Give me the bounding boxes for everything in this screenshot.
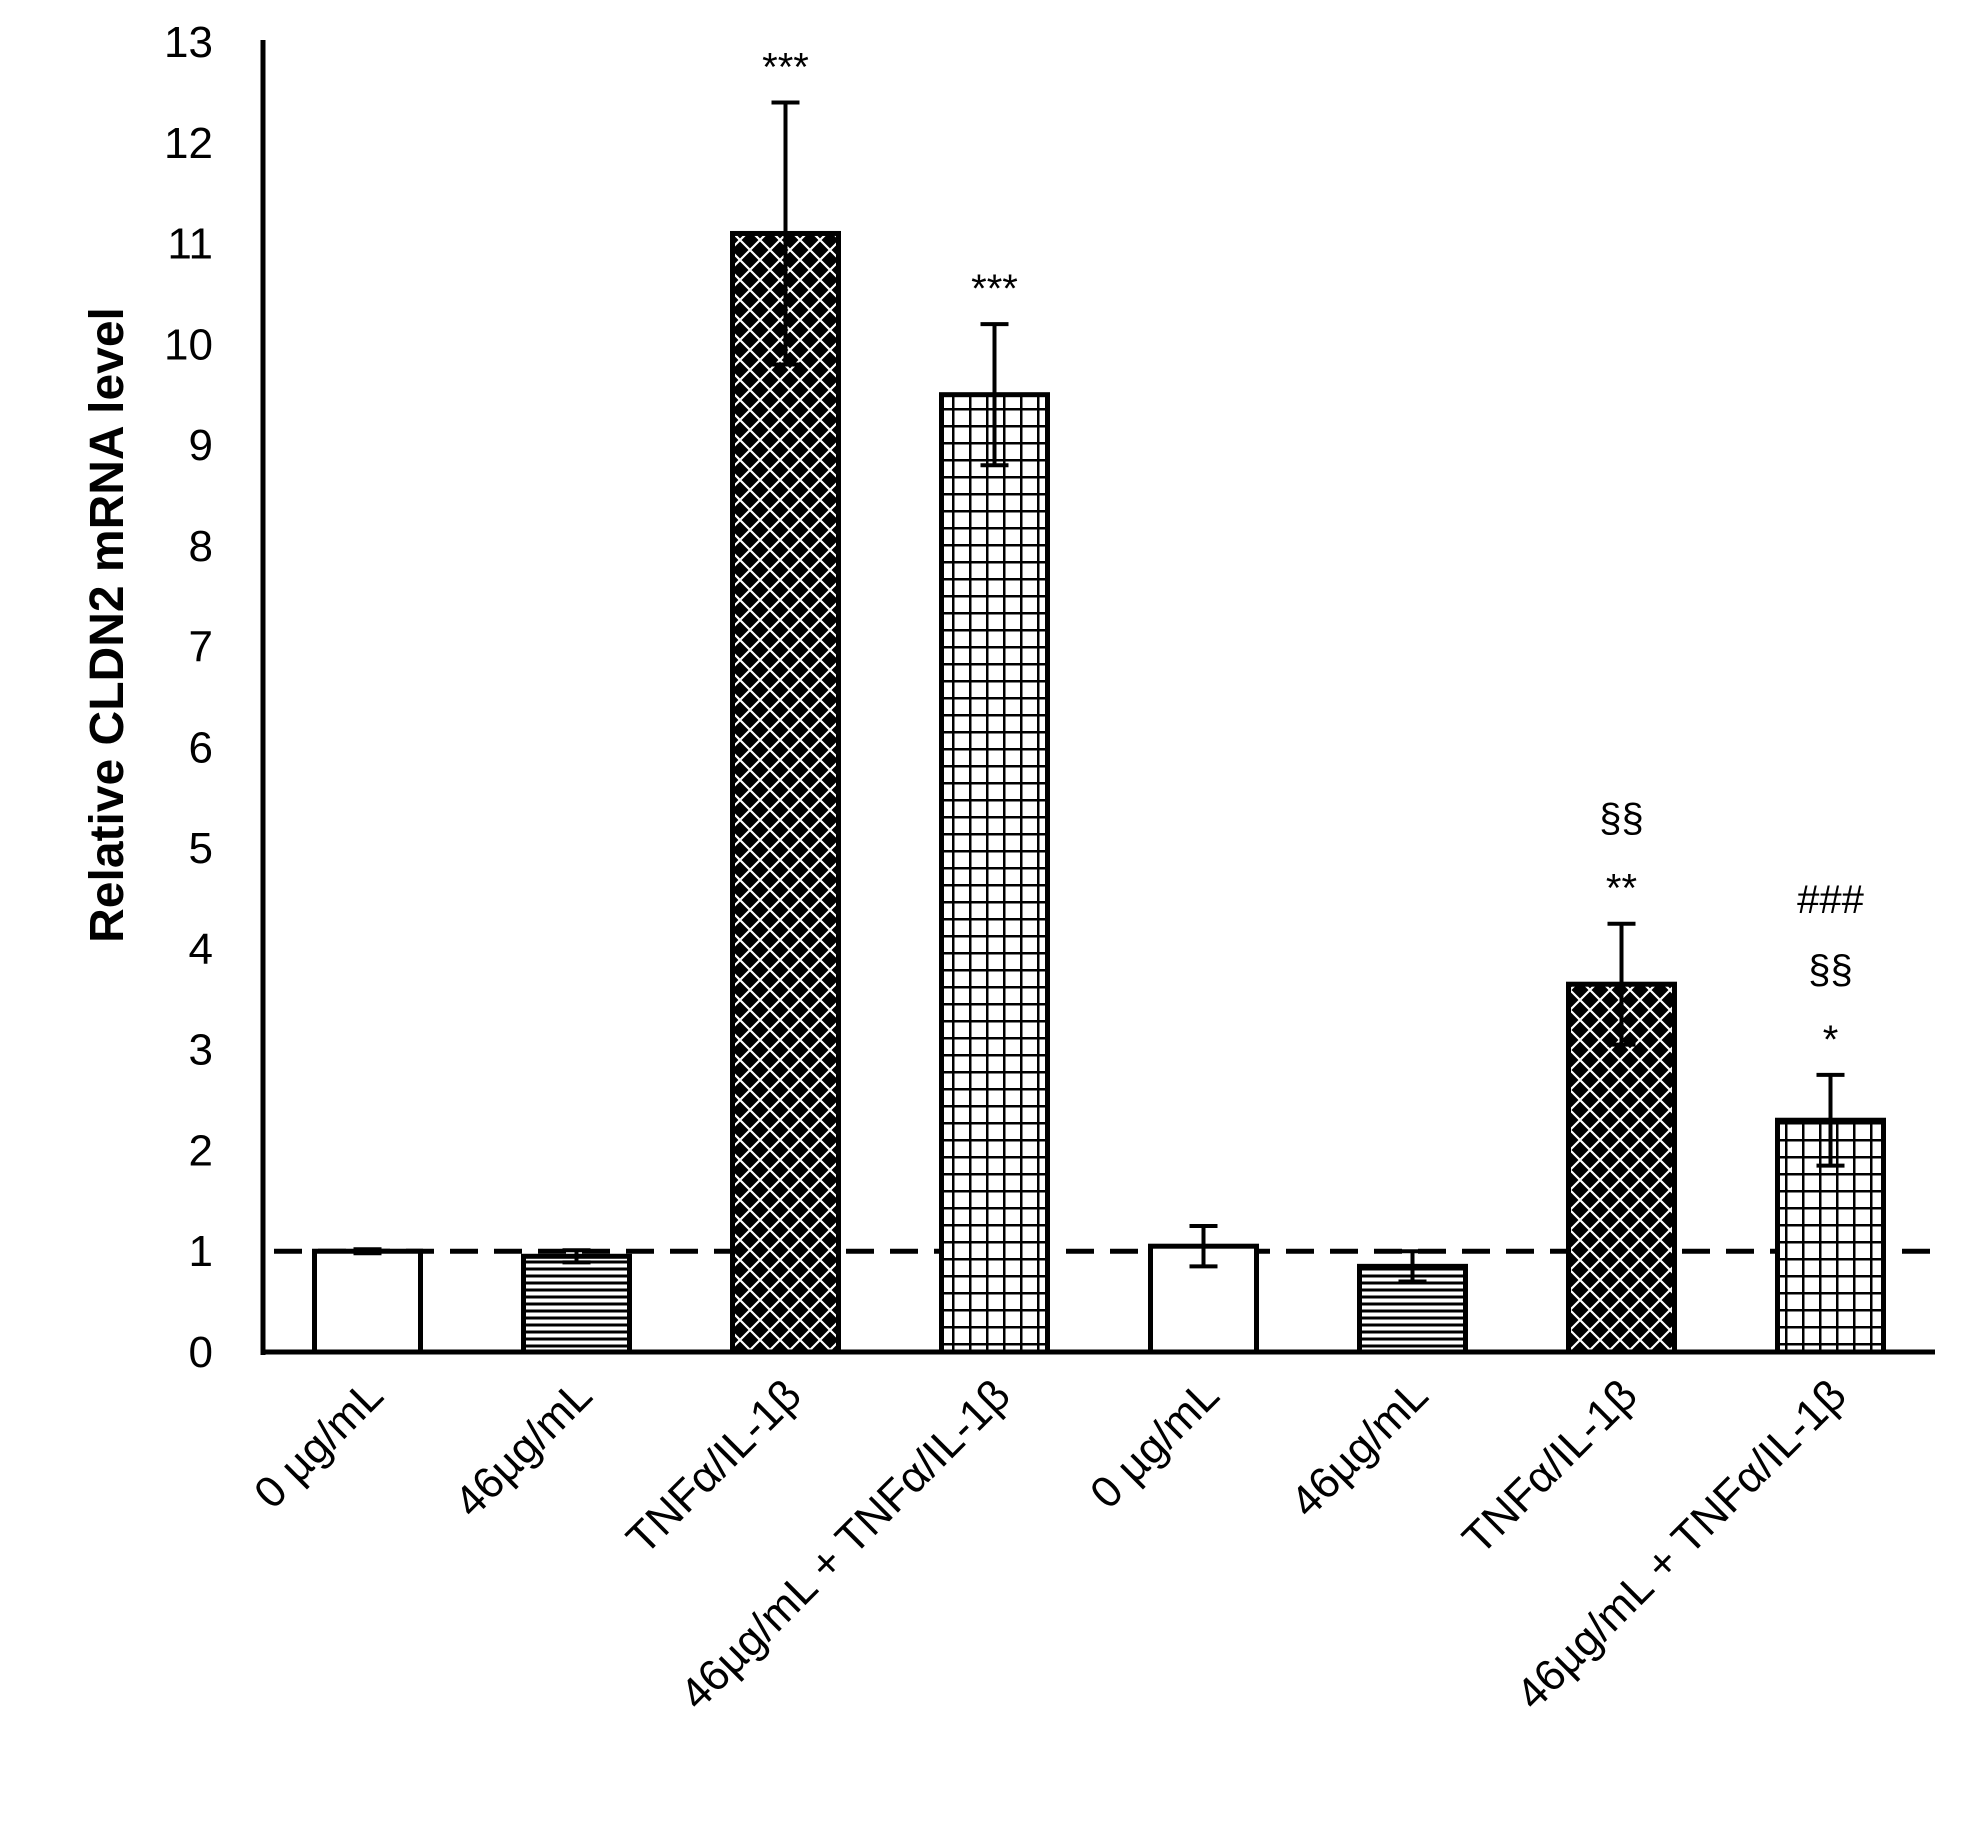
error-bar (562, 1248, 591, 1265)
y-tick-label: 10 (164, 320, 213, 369)
y-axis-label: Relative CLDN2 mRNA level (81, 307, 134, 943)
error-bar (980, 322, 1009, 468)
x-tick-label: TNFα/IL-1β (617, 1370, 810, 1563)
x-tick-label: 0 µg/mL (245, 1370, 393, 1518)
x-tick-label: 46µg/mL (1281, 1370, 1437, 1526)
error-bar (353, 1247, 382, 1256)
y-tick-label: 13 (164, 18, 213, 67)
error-bar (1816, 1072, 1845, 1168)
error-bar (1398, 1249, 1427, 1284)
significance-marker: * (1823, 1018, 1839, 1062)
x-tick-label: 0 µg/mL (1081, 1370, 1229, 1518)
bar (312, 1248, 423, 1355)
y-tick-label: 3 (189, 1026, 213, 1075)
y-tick-label: 2 (189, 1126, 213, 1175)
y-tick-label: 6 (189, 723, 213, 772)
y-tick-label: 9 (189, 421, 213, 470)
significance-marker: §§ (1808, 948, 1853, 992)
y-tick-label: 7 (189, 623, 213, 672)
significance-marker: ** (1606, 867, 1637, 911)
y-tick-label: 12 (164, 119, 213, 168)
y-tick-label: 0 (189, 1328, 213, 1377)
y-tick-label: 11 (167, 220, 213, 269)
significance-marker: ### (1797, 878, 1864, 922)
y-tick-label: 4 (189, 925, 213, 974)
error-bar (1189, 1224, 1218, 1269)
y-tick-label: 8 (189, 522, 213, 571)
bar (521, 1253, 632, 1355)
bar (939, 392, 1050, 1355)
bar (730, 230, 841, 1355)
significance-marker: *** (762, 45, 809, 89)
significance-marker: §§ (1599, 797, 1644, 841)
y-tick-label: 5 (189, 824, 213, 873)
y-tick-label: 1 (189, 1227, 213, 1276)
significance-marker: *** (971, 267, 1018, 311)
x-tick-label: TNFα/IL-1β (1453, 1370, 1646, 1563)
x-tick-label: 46µg/mL (445, 1370, 601, 1526)
error-bar (1607, 921, 1636, 1047)
error-bar (771, 100, 800, 367)
